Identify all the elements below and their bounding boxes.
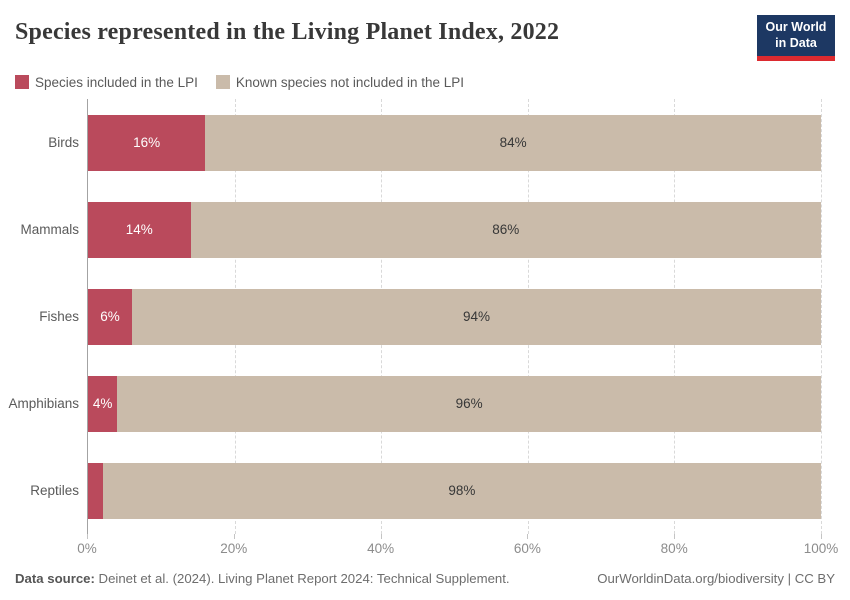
bar-row-birds: 16% 84% [88, 99, 821, 186]
x-tick-label-100: 100% [803, 541, 839, 556]
bar-mammals: 14% 86% [88, 201, 821, 258]
bar-mammals-rest-segment: 86% [190, 201, 821, 258]
bar-fishes-rest-value: 94% [462, 309, 490, 324]
category-label-reptiles: Reptiles [30, 483, 79, 498]
plot-area-wrap: 16% 84% 14% 8 [77, 99, 838, 560]
bar-amphibians-rest-segment: 96% [117, 375, 821, 432]
bar-amphibians-rest-value: 96% [455, 396, 483, 411]
x-tick-mark-40 [380, 534, 382, 539]
x-axis: 0% 20% 40% 60% 80% 100% [77, 534, 838, 560]
bar-amphibians-included-value: 4% [92, 396, 113, 411]
bar-reptiles-rest-value: 98% [448, 483, 476, 498]
stacked-bar-chart: Birds Mammals Fishes Amphibians Reptiles… [8, 99, 838, 560]
x-tick-mark-60 [527, 534, 529, 539]
x-tick-label-20: 20% [220, 541, 248, 556]
x-tick-mark-80 [674, 534, 676, 539]
bar-mammals-included-segment: 14% [88, 201, 191, 258]
x-tick-label-0: 0% [77, 541, 97, 556]
bar-amphibians: 4% 96% [88, 375, 821, 432]
bar-row-mammals: 14% 86% [88, 186, 821, 273]
x-tick-label-80: 80% [660, 541, 688, 556]
legend-item-included: Species included in the LPI [15, 75, 198, 90]
bar-row-fishes: 6% 94% [88, 273, 821, 360]
bar-mammals-rest-value: 86% [492, 222, 520, 237]
legend-item-not-included: Known species not included in the LPI [215, 74, 465, 90]
x-tick-label-40: 40% [367, 541, 395, 556]
bar-rows: 16% 84% 14% 8 [88, 99, 821, 534]
bar-fishes: 6% 94% [88, 288, 821, 345]
legend-label-not-included: Known species not included in the LPI [235, 74, 465, 90]
bar-birds-rest-value: 84% [499, 135, 527, 150]
x-tick-label-60: 60% [513, 541, 541, 556]
y-axis-labels: Birds Mammals Fishes Amphibians Reptiles [8, 99, 87, 560]
bar-fishes-included-segment: 6% [88, 288, 132, 345]
bar-amphibians-included-segment: 4% [88, 375, 118, 432]
category-label-amphibians: Amphibians [8, 396, 79, 411]
owid-logo-line2: in Data [775, 35, 817, 50]
category-label-fishes: Fishes [39, 309, 79, 324]
footer: Data source: Deinet et al. (2024). Livin… [15, 571, 835, 586]
plot-area: 16% 84% 14% 8 [87, 99, 822, 534]
bar-birds-included-value: 16% [133, 135, 161, 150]
data-source-text: Deinet et al. (2024). Living Planet Repo… [94, 571, 510, 586]
bar-reptiles-included-segment [88, 462, 103, 519]
bar-birds: 16% 84% [88, 114, 821, 171]
x-tick-mark-0 [87, 534, 88, 539]
chart-title: Species represented in the Living Planet… [15, 19, 560, 45]
bar-fishes-included-value: 6% [100, 309, 120, 324]
legend-label-included: Species included in the LPI [35, 74, 198, 90]
bar-birds-included-segment: 16% [88, 114, 206, 171]
category-label-mammals: Mammals [20, 222, 79, 237]
data-source-prefix: Data source: [15, 571, 95, 586]
gridline-100 [821, 99, 822, 534]
bar-reptiles: 98% [88, 462, 821, 519]
bar-row-amphibians: 4% 96% [88, 360, 821, 447]
bar-row-reptiles: 98% [88, 447, 821, 534]
x-tick-mark-100 [821, 534, 822, 539]
bar-birds-rest-segment: 84% [205, 114, 821, 171]
owid-logo: Our World in Data [757, 15, 835, 61]
credit-line: OurWorldinData.org/biodiversity | CC BY [597, 571, 835, 586]
owid-logo-line1: Our World [765, 19, 827, 34]
legend-swatch-not-included-icon [215, 75, 230, 89]
x-tick-mark-20 [233, 534, 235, 539]
category-label-birds: Birds [48, 135, 79, 150]
bar-mammals-included-value: 14% [125, 222, 153, 237]
bar-fishes-rest-segment: 94% [131, 288, 821, 345]
legend: Species included in the LPI Known specie… [15, 74, 835, 90]
data-source-note: Data source: Deinet et al. (2024). Livin… [15, 571, 510, 586]
header: Species represented in the Living Planet… [15, 15, 835, 65]
bar-reptiles-rest-segment: 98% [102, 462, 821, 519]
legend-swatch-included-icon [15, 75, 29, 89]
